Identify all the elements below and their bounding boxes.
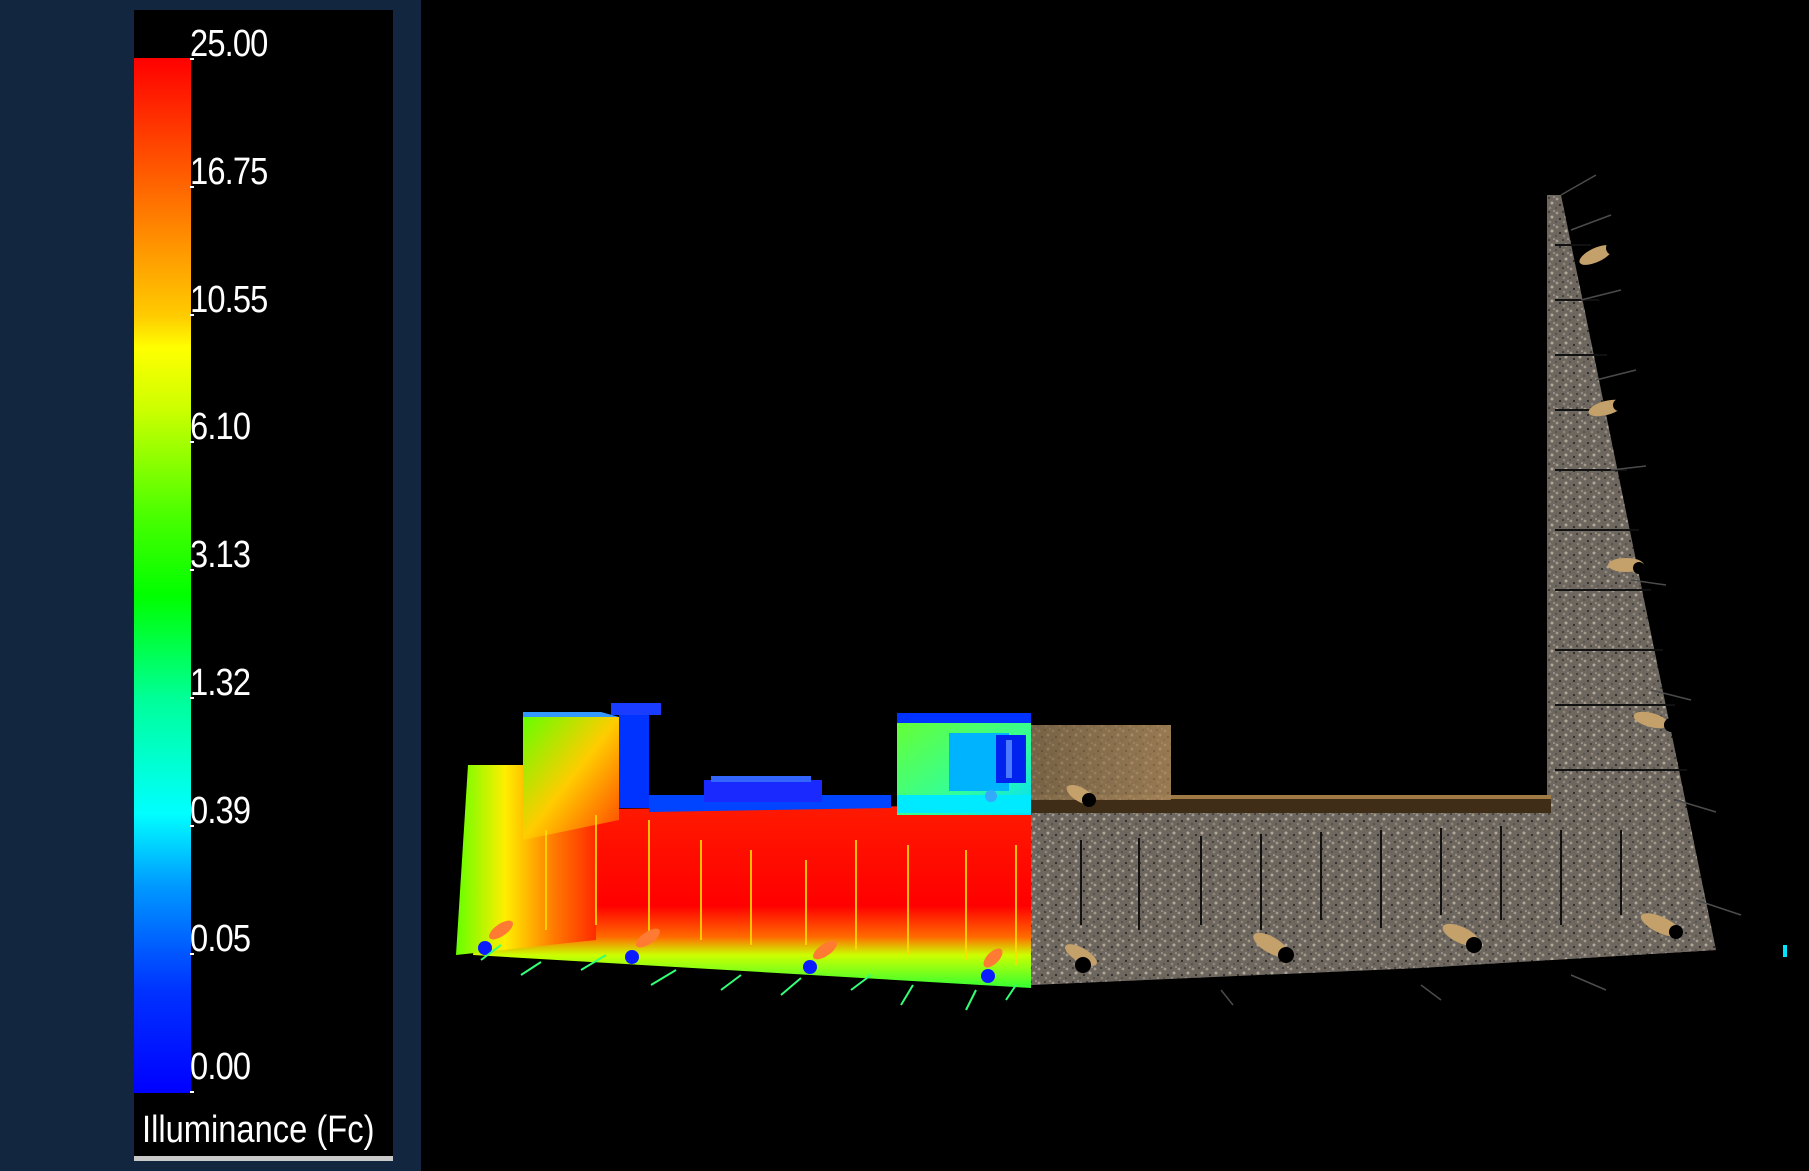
tick-mark: [190, 569, 194, 571]
tick-label: 0.39: [190, 790, 251, 832]
tick-mark: [190, 58, 194, 60]
shaded-block-b: [704, 780, 822, 802]
legend-divider: [134, 1156, 393, 1161]
shaded-block-a: [619, 710, 649, 808]
site-model-render: [456, 174, 1787, 1011]
shaded-top-a: [523, 712, 619, 717]
tick-mark: [190, 697, 194, 699]
tick-mark: [190, 314, 194, 316]
tick-mark: [190, 1091, 194, 1093]
tick-label: 3.13: [190, 534, 251, 576]
gravel-ground: [1031, 805, 1716, 985]
3d-render-viewport[interactable]: [421, 0, 1809, 1171]
tick-mark: [190, 825, 194, 827]
tick-mark: [190, 953, 194, 955]
tick-label: 1.32: [190, 662, 251, 704]
tick-label: 10.55: [190, 279, 268, 321]
tick-label-max: 25.00: [190, 23, 268, 65]
tick-label: 16.75: [190, 151, 268, 193]
color-scale-legend: 25.00 16.75 10.55 6.10 3.13 1.32 0.39 0.…: [134, 10, 393, 1161]
tick-label: 0.05: [190, 918, 251, 960]
gravel-wall-tall: [1547, 195, 1716, 960]
legend-title: Illuminance (Fc): [142, 1109, 375, 1151]
tick-mark: [190, 186, 194, 188]
tick-mark: [190, 441, 194, 443]
illuminance-block-tall: [523, 717, 619, 840]
tick-label: 6.10: [190, 406, 251, 448]
tick-label-min: 0.00: [190, 1046, 251, 1088]
color-scale-bar: [134, 58, 191, 1093]
